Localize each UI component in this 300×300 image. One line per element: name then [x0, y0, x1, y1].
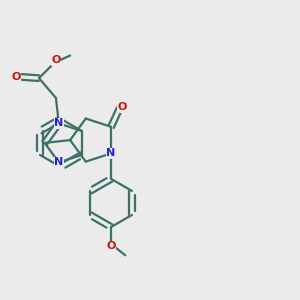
Text: O: O [106, 241, 116, 251]
Text: N: N [54, 118, 63, 128]
Text: O: O [117, 102, 127, 112]
Text: O: O [51, 55, 61, 65]
Text: N: N [106, 148, 116, 158]
Text: O: O [11, 72, 20, 82]
Text: N: N [54, 158, 63, 167]
